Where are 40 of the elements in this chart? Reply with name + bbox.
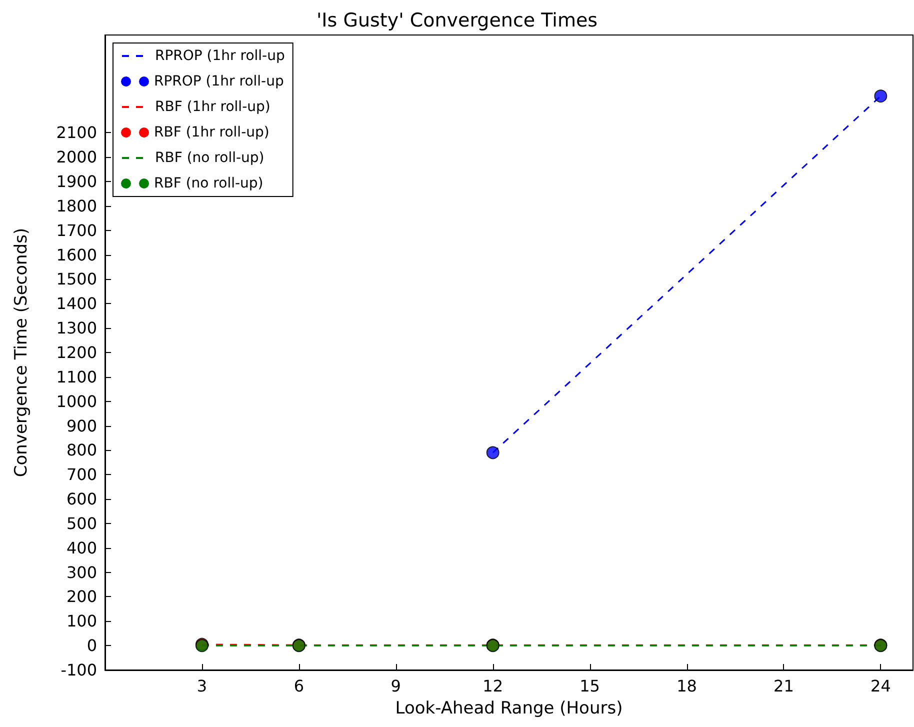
chart-title: 'Is Gusty' Convergence Times — [316, 10, 598, 32]
y-tick-label: 2000 — [56, 148, 97, 167]
legend-label: RBF (no roll-up) — [155, 150, 264, 166]
y-tick-label: 500 — [66, 514, 97, 533]
legend-label: RBF (1hr roll-up) — [154, 124, 270, 140]
legend-label: RPROP (1hr roll-up — [155, 48, 285, 64]
legend-label: RBF (1hr roll-up) — [155, 99, 270, 115]
y-tick-label: 1400 — [56, 294, 97, 314]
y-axis-title: Convergence Time (Seconds) — [12, 228, 32, 478]
x-axis-title: Look-Ahead Range (Hours) — [395, 698, 623, 718]
y-tick-label: 900 — [66, 416, 97, 436]
y-tick-label: -100 — [60, 660, 97, 680]
x-tick-label: 15 — [580, 676, 600, 696]
y-tick-label: 1600 — [56, 245, 97, 264]
legend-label: RBF (no roll-up) — [154, 176, 264, 192]
y-tick-label: 1700 — [56, 220, 97, 240]
y-tick-label: 1900 — [56, 172, 97, 192]
y-tick-label: 1200 — [56, 343, 97, 362]
legend-label: RPROP (1hr roll-up — [154, 74, 284, 90]
y-tick-label: 400 — [66, 538, 97, 558]
y-tick-label: 1800 — [56, 196, 97, 216]
y-tick-label: 600 — [66, 490, 97, 509]
y-tick-label: 1500 — [56, 270, 97, 289]
x-tick-label: 9 — [390, 676, 401, 696]
y-tick-label: 200 — [66, 587, 97, 606]
y-tick-label: 1100 — [56, 367, 97, 386]
x-tick-label: 12 — [482, 676, 504, 696]
x-tick-label: 24 — [870, 676, 891, 696]
x-tick-label: 18 — [676, 676, 697, 696]
x-tick-label: 21 — [774, 676, 794, 696]
x-tick-label: 3 — [196, 676, 208, 696]
y-tick-label: 2100 — [56, 123, 97, 142]
y-tick-label: 1000 — [56, 392, 97, 411]
y-tick-label: 0 — [86, 636, 97, 656]
y-tick-label: 700 — [66, 465, 97, 484]
y-tick-label: 300 — [66, 562, 97, 582]
x-tick-label: 6 — [294, 676, 304, 696]
y-tick-label: 100 — [66, 612, 97, 631]
y-tick-label: 800 — [66, 440, 97, 460]
y-tick-label: 1300 — [56, 318, 97, 338]
